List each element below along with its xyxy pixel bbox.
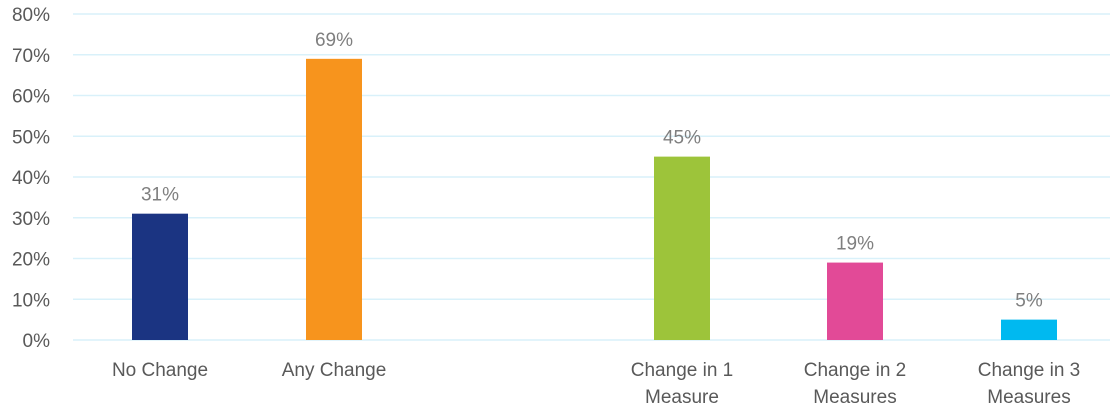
category-label-line: Measures	[987, 387, 1070, 406]
category-label-change-3: Change in 3 Measures	[978, 360, 1080, 406]
data-label-no-change: 31%	[141, 185, 179, 206]
category-label-line: Change in 3	[978, 360, 1080, 381]
bar-change-1	[654, 156, 710, 340]
data-label-change-1: 45%	[663, 128, 701, 149]
category-label-any-change: Any Change	[282, 360, 387, 381]
bar-change-2	[827, 262, 883, 340]
y-tick-label: 80%	[12, 5, 50, 26]
x-axis-category-labels: No Change Any Change Change in 1 MeasureCha…	[112, 360, 1080, 406]
y-tick-label: 0%	[23, 331, 51, 352]
bar-any-change	[306, 58, 362, 340]
y-tick-label: 20%	[12, 250, 50, 271]
category-label-line: No Change	[112, 360, 208, 381]
data-label-change-2: 19%	[836, 234, 874, 255]
category-label-line: Change in 1	[631, 360, 733, 381]
y-tick-label: 40%	[12, 168, 50, 189]
category-label-line: Measures	[813, 387, 896, 406]
data-label-any-change: 69%	[315, 30, 353, 51]
bar-no-change	[132, 213, 188, 340]
category-label-no-change: No Change	[112, 360, 208, 381]
y-tick-label: 60%	[12, 87, 50, 108]
y-tick-label: 50%	[12, 127, 50, 148]
bar-change-3	[1001, 319, 1057, 340]
data-labels: 31% 69% 45% 19% 5%	[141, 30, 1043, 312]
y-tick-label: 70%	[12, 46, 50, 67]
y-tick-label: 30%	[12, 209, 50, 230]
category-label-line: Change in 2	[804, 360, 906, 381]
bars	[132, 58, 1057, 340]
category-label-line: Any Change	[282, 360, 387, 381]
data-label-change-3: 5%	[1015, 291, 1043, 312]
category-label-line: Measure	[645, 387, 719, 406]
y-tick-label: 10%	[12, 290, 50, 311]
gridlines	[73, 13, 1110, 341]
category-label-change-1: Change in 1 Measure	[631, 360, 733, 406]
y-axis-tick-labels: 0% 10% 20% 30% 40% 50% 60% 70% 80%	[12, 5, 50, 352]
category-label-change-2: Change in 2 Measures	[804, 360, 906, 406]
